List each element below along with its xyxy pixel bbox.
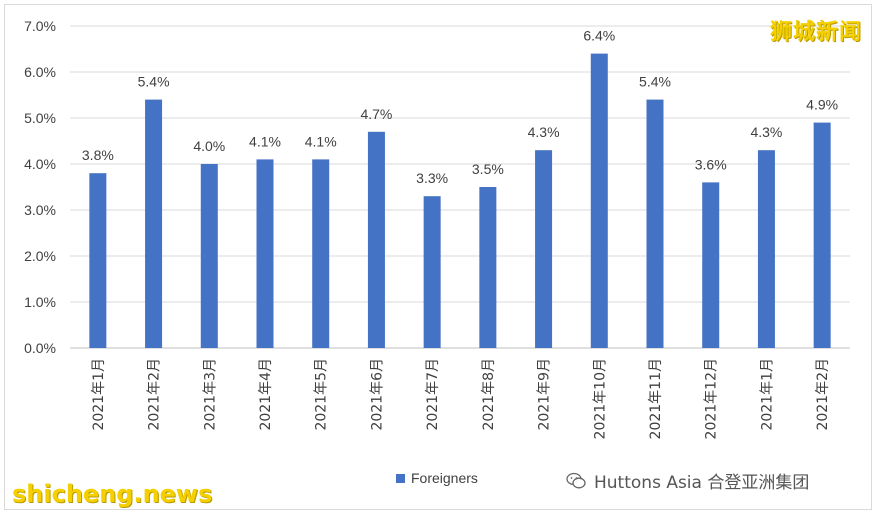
bar xyxy=(535,150,553,348)
x-tick-label: 2021年5月 xyxy=(314,358,330,431)
bar xyxy=(702,182,720,348)
bar xyxy=(423,196,441,348)
y-tick-label: 4.0% xyxy=(24,156,56,172)
y-tick-label: 2.0% xyxy=(24,248,56,264)
data-label: 4.3% xyxy=(528,124,560,140)
y-tick-label: 5.0% xyxy=(24,110,56,126)
data-label: 3.3% xyxy=(416,170,448,186)
bar xyxy=(145,99,163,348)
y-tick-label: 0.0% xyxy=(24,340,56,356)
data-label: 4.9% xyxy=(806,97,838,113)
x-tick-label: 2021年1月 xyxy=(759,358,775,431)
brand-credit: Huttons Asia 合登亚洲集团 xyxy=(566,468,809,493)
watermark-bottom-left: shicheng.news xyxy=(12,480,213,508)
x-tick-label: 2021年2月 xyxy=(147,358,163,431)
y-tick-label: 3.0% xyxy=(24,202,56,218)
bar xyxy=(256,159,274,348)
data-label: 4.1% xyxy=(249,133,281,149)
data-label: 4.0% xyxy=(193,138,225,154)
data-label: 4.1% xyxy=(305,133,337,149)
x-tick-label: 2021年7月 xyxy=(425,358,441,431)
data-label: 3.6% xyxy=(695,156,727,172)
x-tick-label: 2021年10月 xyxy=(592,358,608,439)
y-tick-label: 1.0% xyxy=(24,294,56,310)
wechat-icon xyxy=(566,472,586,488)
data-label: 6.4% xyxy=(583,28,615,44)
bar xyxy=(757,150,775,348)
brand-text: Huttons Asia 合登亚洲集团 xyxy=(594,473,810,493)
x-tick-label: 2021年6月 xyxy=(369,358,385,431)
bar xyxy=(200,164,218,348)
legend: Foreigners xyxy=(396,470,478,486)
x-tick-label: 2021年9月 xyxy=(537,358,553,431)
watermark-top-right: 狮城新闻 xyxy=(769,20,862,45)
bar xyxy=(590,53,608,348)
chart-frame xyxy=(4,4,872,510)
x-tick-label: 2021年4月 xyxy=(258,358,274,431)
bar xyxy=(312,159,330,348)
legend-swatch xyxy=(396,473,405,483)
bar xyxy=(367,131,385,348)
bar xyxy=(813,122,831,348)
legend-label: Foreigners xyxy=(411,470,478,486)
y-tick-label: 7.0% xyxy=(24,18,56,34)
data-label: 3.8% xyxy=(82,147,114,163)
data-label: 4.7% xyxy=(360,106,392,122)
data-label: 4.3% xyxy=(750,124,782,140)
data-label: 3.5% xyxy=(472,161,504,177)
x-tick-label: 2021年11月 xyxy=(648,358,664,439)
y-tick-label: 6.0% xyxy=(24,64,56,80)
x-tick-label: 2021年2月 xyxy=(815,358,831,431)
x-tick-label: 2021年8月 xyxy=(481,358,497,431)
data-label: 5.4% xyxy=(639,74,671,90)
x-tick-label: 2021年3月 xyxy=(202,358,218,431)
bar xyxy=(479,187,497,348)
data-label: 5.4% xyxy=(138,74,170,90)
bar xyxy=(646,99,664,348)
bar xyxy=(89,173,107,348)
x-tick-label: 2021年1月 xyxy=(91,358,107,431)
x-tick-label: 2021年12月 xyxy=(704,358,720,439)
